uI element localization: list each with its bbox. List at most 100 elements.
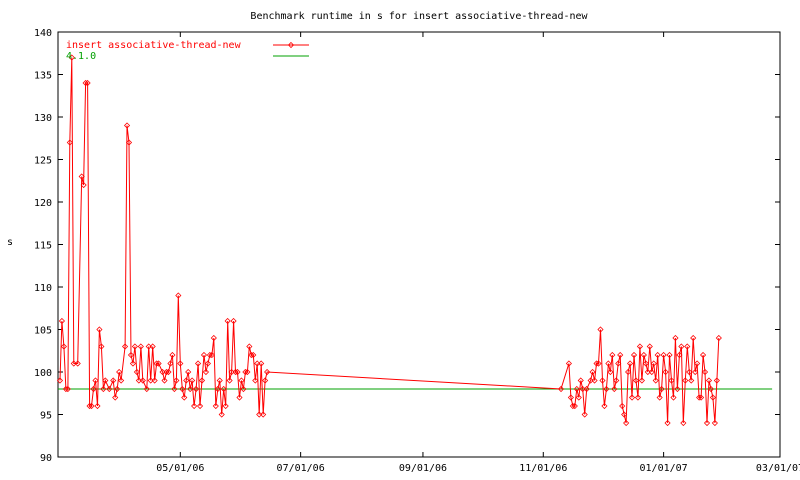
- y-tick-label: 105: [34, 326, 52, 337]
- y-tick-label: 120: [34, 198, 52, 209]
- data-point: [658, 385, 665, 393]
- y-tick-label: 100: [34, 368, 52, 379]
- data-point: [599, 377, 606, 384]
- data-point: [193, 385, 200, 393]
- y-tick-label: 115: [34, 241, 52, 252]
- data-point: [220, 385, 227, 393]
- data-point: [260, 411, 267, 418]
- x-axis-ticks: 05/01/06 07/01/06 09/01/06 11/01/06 01/01/07…: [156, 32, 800, 474]
- data-point: [60, 343, 67, 350]
- data-point: [654, 351, 661, 359]
- data-point: [575, 394, 582, 401]
- data-point: [589, 368, 596, 376]
- data-point: [609, 351, 616, 359]
- data-point: [232, 368, 239, 376]
- data-point: [656, 394, 663, 401]
- data-point: [147, 377, 154, 384]
- data-point: [707, 385, 715, 393]
- y-tick-label: 110: [34, 283, 52, 294]
- data-point: [607, 368, 614, 376]
- data-point: [715, 334, 722, 342]
- data-point: [56, 377, 64, 384]
- data-point: [204, 360, 211, 367]
- data-point: [700, 351, 707, 359]
- data-point: [252, 377, 259, 384]
- data-point: [240, 385, 247, 393]
- data-point: [196, 402, 204, 410]
- data-point: [78, 173, 85, 180]
- y-axis-ticks: 90 95 100 105 110 115 120 125 130 135 140: [34, 28, 780, 464]
- data-point: [615, 360, 622, 367]
- data-point: [591, 377, 598, 384]
- data-point: [571, 402, 578, 410]
- data-point: [82, 79, 89, 87]
- data-point: [114, 385, 121, 393]
- data-point: [621, 411, 628, 418]
- data-point: [181, 394, 188, 401]
- data-point: [619, 402, 626, 410]
- data-point: [611, 385, 618, 393]
- data-point: [236, 394, 243, 401]
- y-tick-label: 140: [34, 28, 52, 39]
- data-point: [242, 368, 249, 376]
- data-point: [670, 394, 677, 401]
- series-line: [59, 57, 720, 424]
- data-point: [694, 360, 701, 367]
- data-point: [597, 326, 604, 333]
- data-point: [703, 419, 711, 427]
- data-point: [573, 385, 580, 393]
- data-point: [595, 360, 602, 367]
- data-point: [567, 394, 574, 401]
- data-point: [579, 385, 586, 393]
- data-point: [603, 385, 610, 393]
- data-point: [194, 360, 202, 367]
- data-point: [94, 402, 101, 410]
- data-point: [106, 385, 113, 393]
- data-point: [692, 368, 699, 376]
- data-point: [682, 377, 689, 384]
- data-point: [70, 360, 77, 367]
- legend-label: 4.1.0: [66, 51, 96, 62]
- data-point: [62, 385, 69, 393]
- data-point: [131, 343, 138, 350]
- data-point: [234, 368, 241, 376]
- data-point: [64, 385, 71, 393]
- data-point: [686, 368, 693, 376]
- y-tick-label: 95: [40, 411, 52, 422]
- data-point: [666, 351, 673, 359]
- data-point: [250, 351, 257, 359]
- series-layer: [56, 54, 773, 427]
- data-point: [122, 343, 129, 350]
- data-point: [175, 292, 182, 299]
- data-point: [149, 343, 156, 350]
- data-point: [698, 394, 705, 401]
- data-point: [688, 377, 695, 384]
- data-point: [680, 419, 687, 427]
- data-point: [593, 360, 600, 367]
- data-point: [86, 402, 93, 410]
- data-point: [224, 317, 231, 325]
- data-point: [206, 351, 213, 359]
- data-point: [674, 385, 681, 393]
- data-point: [189, 377, 196, 384]
- data-point: [587, 377, 594, 384]
- data-point: [709, 394, 716, 401]
- data-point: [179, 385, 186, 393]
- data-point: [613, 377, 620, 384]
- data-point: [226, 377, 233, 384]
- x-tick-label: 11/01/06: [519, 463, 567, 474]
- data-point: [617, 351, 624, 359]
- data-point: [705, 377, 713, 384]
- x-tick-label: 05/01/06: [156, 463, 204, 474]
- data-point: [684, 343, 691, 350]
- data-point: [58, 317, 66, 325]
- data-point: [672, 334, 679, 342]
- plot-frame: [57, 31, 781, 458]
- data-point: [627, 360, 634, 367]
- data-point: [92, 377, 99, 384]
- data-point: [66, 139, 73, 146]
- data-point: [183, 377, 190, 384]
- data-point: [171, 385, 178, 393]
